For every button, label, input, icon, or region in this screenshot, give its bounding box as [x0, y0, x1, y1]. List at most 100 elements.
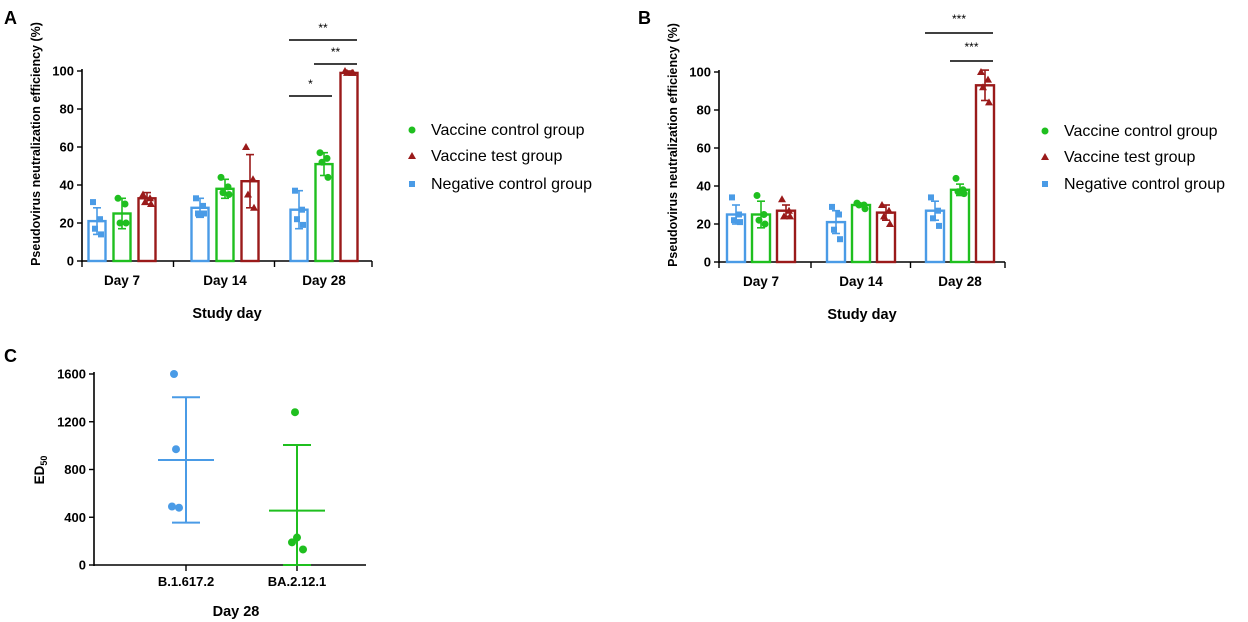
panel-a-y-tick-label: 60	[60, 140, 74, 155]
panel-c-y-axis-title: ED50	[32, 456, 49, 485]
panel-b-point-negative	[930, 215, 936, 222]
panel-a-legend-marker-vaccine_test	[408, 152, 416, 159]
panel-b-point-vaccine_test	[985, 98, 993, 106]
panel-c: C 0 400 800 1200 1600 B.1.617.2 BA.2.12.1 Day 2…	[4, 346, 366, 620]
panel-c-point-vaccine_control	[299, 545, 307, 554]
panel-a-point-vaccine_control	[219, 189, 227, 197]
panel-b-label: B	[638, 8, 651, 28]
panel-b-legend-label: Vaccine test group	[1064, 149, 1195, 166]
panel-a-point-vaccine_control	[121, 200, 129, 208]
panel-a-point-negative	[90, 199, 96, 206]
panel-c-x-axis-title: Day 28	[213, 604, 260, 620]
panel-b-point-vaccine_control	[755, 216, 763, 224]
panel-b-point-vaccine_test	[785, 206, 793, 214]
panel-b-y-axis-title: Pseudovirus neutralization efficiency (%…	[666, 23, 680, 267]
panel-b-point-negative	[928, 194, 934, 201]
panel-a-point-vaccine_test	[141, 198, 149, 206]
panel-a-bar-vaccine_control	[215, 187, 235, 263]
panel-a-y-tick-label: 80	[60, 102, 74, 117]
panel-a-point-vaccine_test	[343, 68, 351, 76]
panel-b-point-vaccine_control	[753, 192, 761, 199]
panel-b-legend-marker-negative	[1042, 181, 1048, 187]
panel-b-x-tick-label: Day 7	[743, 274, 779, 289]
panel-b-x-axis-title: Study day	[827, 307, 896, 323]
panel-a-point-vaccine_control	[316, 149, 324, 157]
panel-b-point-negative	[936, 222, 942, 229]
panel-a-point-vaccine_test	[349, 68, 357, 76]
panel-c-point-negative	[175, 503, 183, 512]
panel-b-point-negative	[837, 236, 843, 243]
panel-b-point-vaccine_control	[952, 174, 960, 182]
panel-b-y-tick-label: 80	[697, 103, 711, 118]
panel-c-y-axis-title-main: ED	[32, 465, 47, 484]
panel-a-x-tick-label: Day 7	[104, 273, 140, 288]
panel-a-point-vaccine_test	[139, 190, 147, 198]
panel-b-point-negative	[729, 194, 735, 201]
panel-c-point-negative	[168, 502, 176, 511]
panel-a-point-vaccine_test	[249, 175, 257, 183]
panel-c-x-tick-label: B.1.617.2	[158, 574, 214, 589]
panel-b-point-vaccine_control	[760, 211, 768, 218]
panel-a-y-tick-label: 40	[60, 178, 74, 193]
panel-b-point-vaccine_test	[778, 195, 786, 203]
panel-a-point-vaccine_control	[217, 173, 225, 181]
panel-a-legend-marker-vaccine_control	[408, 126, 416, 134]
panel-b-point-vaccine_control	[855, 201, 863, 209]
panel-b-point-vaccine_test	[979, 83, 987, 91]
panel-a-label: A	[4, 8, 17, 28]
panel-a-point-vaccine_control	[224, 183, 232, 191]
panel-a-point-vaccine_test	[147, 200, 155, 207]
panel-b-point-negative	[836, 211, 842, 218]
panel-c-x-tick-label: BA.2.12.1	[268, 574, 327, 589]
panel-c-y-tick-label: 800	[64, 462, 86, 477]
panel-b-point-negative	[736, 211, 742, 218]
panel-b-legend-label: Negative control group	[1064, 176, 1225, 193]
panel-c-point-negative	[170, 370, 178, 378]
panel-a-significance-label: **	[331, 45, 341, 59]
panel-a-point-vaccine_control	[114, 194, 122, 202]
panel-b-point-vaccine_control	[861, 205, 869, 213]
panel-b-point-negative	[829, 203, 835, 210]
panel-b-significance-label: ***	[952, 12, 966, 26]
panel-c-y-axis-title-sub: 50	[39, 456, 49, 466]
panel-b-legend-label: Vaccine control group	[1064, 123, 1218, 140]
panel-a-point-negative	[92, 225, 98, 232]
panel-b-point-vaccine_control	[761, 220, 769, 228]
panel-a-point-negative	[200, 202, 206, 209]
panel-a-point-vaccine_control	[318, 158, 326, 166]
panel-c-y-tick-label: 400	[64, 510, 86, 525]
panel-a-x-tick-label: Day 28	[302, 273, 346, 288]
panel-c-y-tick-label: 0	[79, 558, 86, 573]
panel-a-legend-label: Vaccine test group	[431, 148, 562, 165]
panel-b-point-negative	[737, 219, 743, 226]
panel-a-point-vaccine_control	[323, 154, 331, 162]
panel-a-point-negative	[201, 210, 207, 217]
panel-a-point-vaccine_control	[122, 219, 130, 227]
panel-b-y-tick-label: 0	[704, 255, 711, 270]
panel-a-point-negative	[98, 231, 104, 238]
panel-a-point-vaccine_test	[244, 190, 252, 198]
panel-b-point-vaccine_control	[960, 190, 968, 198]
panel-a-y-tick-label: 100	[52, 64, 74, 79]
panel-a-point-vaccine_control	[324, 173, 332, 181]
panel-a-point-vaccine_control	[225, 191, 233, 198]
panel-a-point-negative	[294, 216, 300, 223]
panel-b-legend-marker-vaccine_test	[1041, 153, 1049, 160]
panel-c-point-negative	[172, 445, 180, 454]
panel-a-y-tick-label: 20	[60, 216, 74, 231]
panel-b-point-negative	[731, 217, 737, 224]
panel-b-bar-vaccine_test	[974, 84, 996, 264]
panel-b-point-vaccine_test	[786, 212, 794, 220]
panel-b-point-vaccine_test	[984, 75, 992, 83]
panel-c-point-vaccine_control	[291, 408, 299, 417]
panel-b-point-vaccine_test	[977, 68, 985, 75]
panel-b-point-negative	[831, 226, 837, 233]
panel-b-legend-marker-vaccine_control	[1041, 127, 1049, 135]
panel-a-y-axis-title: Pseudovirus neutralization efficiency (%…	[29, 22, 43, 266]
panel-c-y-tick-label: 1200	[57, 414, 86, 429]
panel-a-x-tick-label: Day 14	[203, 273, 247, 288]
panel-a-point-negative	[300, 221, 306, 228]
panel-a-legend-label: Negative control group	[431, 176, 592, 193]
panel-c-label: C	[4, 346, 17, 366]
